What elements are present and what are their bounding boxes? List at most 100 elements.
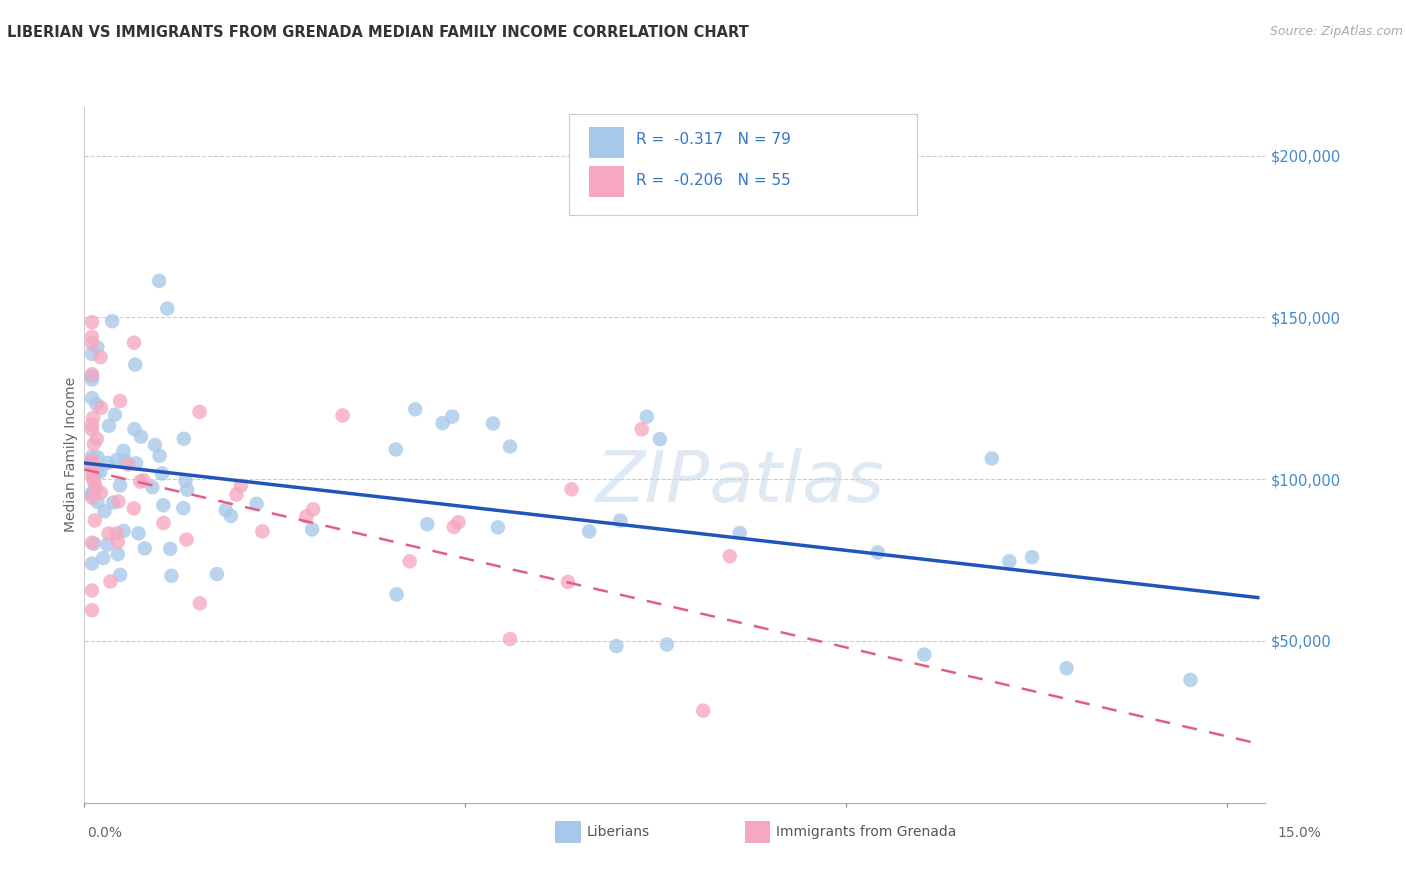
Point xyxy=(125,457,148,471)
Point xyxy=(83,513,105,527)
Point xyxy=(152,516,174,530)
Point xyxy=(630,422,652,436)
Point xyxy=(132,473,155,487)
Point xyxy=(97,526,120,541)
Point xyxy=(441,409,464,424)
Point xyxy=(82,472,104,486)
Point xyxy=(385,587,408,601)
Point xyxy=(655,638,678,652)
Point xyxy=(302,502,325,516)
Point xyxy=(245,497,267,511)
Point xyxy=(225,487,247,501)
Point xyxy=(80,423,103,437)
Point xyxy=(188,596,211,610)
Point xyxy=(301,522,323,536)
Point xyxy=(80,347,103,361)
Point xyxy=(176,483,198,497)
Point xyxy=(636,409,658,424)
Point xyxy=(129,430,152,444)
Text: ZIPatlas: ZIPatlas xyxy=(595,449,884,517)
Text: 15.0%: 15.0% xyxy=(1278,826,1322,840)
Point xyxy=(80,372,103,386)
Point xyxy=(80,368,103,382)
Point xyxy=(90,485,112,500)
Point xyxy=(108,478,131,492)
Point xyxy=(80,488,103,502)
Point xyxy=(82,484,104,499)
Text: R =  -0.206   N = 55: R = -0.206 N = 55 xyxy=(636,172,790,187)
Point xyxy=(100,574,122,589)
Point xyxy=(80,486,103,500)
Text: R =  -0.317   N = 79: R = -0.317 N = 79 xyxy=(636,132,790,147)
Point xyxy=(104,408,127,422)
Point xyxy=(443,520,465,534)
Point xyxy=(101,495,124,509)
Point xyxy=(80,336,103,351)
Point xyxy=(384,442,406,457)
Point xyxy=(143,438,166,452)
Point xyxy=(482,417,505,431)
Point xyxy=(83,537,105,551)
Text: 0.0%: 0.0% xyxy=(87,826,122,840)
Point xyxy=(80,462,103,476)
Point xyxy=(82,410,104,425)
Point xyxy=(80,535,103,549)
Point xyxy=(150,467,173,481)
Point xyxy=(80,557,103,571)
Point xyxy=(447,515,470,529)
Point xyxy=(141,480,163,494)
Point xyxy=(866,545,889,559)
Point xyxy=(578,524,600,539)
Point xyxy=(101,314,124,328)
Point xyxy=(124,358,146,372)
Point xyxy=(398,554,420,568)
Point xyxy=(80,368,103,383)
Point xyxy=(86,432,108,446)
Point xyxy=(124,422,146,436)
Point xyxy=(80,330,103,344)
Point xyxy=(82,467,104,482)
FancyBboxPatch shape xyxy=(589,166,624,197)
Point xyxy=(90,401,112,415)
Point xyxy=(80,391,103,405)
Point xyxy=(1056,661,1078,675)
Point xyxy=(80,491,103,505)
Point xyxy=(486,520,509,534)
Point xyxy=(149,449,172,463)
Point xyxy=(86,340,108,354)
Point xyxy=(404,402,426,417)
Point xyxy=(134,541,156,556)
Text: Liberians: Liberians xyxy=(586,825,650,839)
Point xyxy=(561,483,583,497)
Point xyxy=(648,432,671,446)
Text: LIBERIAN VS IMMIGRANTS FROM GRENADA MEDIAN FAMILY INCOME CORRELATION CHART: LIBERIAN VS IMMIGRANTS FROM GRENADA MEDI… xyxy=(7,25,749,40)
Point xyxy=(332,409,354,423)
Y-axis label: Median Family Income: Median Family Income xyxy=(65,377,79,533)
Point xyxy=(114,453,136,467)
Point xyxy=(160,569,183,583)
Point xyxy=(557,574,579,589)
Point xyxy=(105,526,128,541)
Point xyxy=(172,501,194,516)
Point xyxy=(82,450,104,464)
Point xyxy=(188,405,211,419)
Point xyxy=(83,475,105,490)
Point xyxy=(219,508,242,523)
Point xyxy=(107,547,129,561)
Point xyxy=(174,474,197,488)
Point xyxy=(122,501,145,516)
Point xyxy=(692,704,714,718)
Point xyxy=(499,440,522,454)
Point xyxy=(96,537,118,551)
Point xyxy=(912,648,935,662)
Point xyxy=(91,551,114,566)
Point xyxy=(83,437,105,451)
Point xyxy=(980,451,1002,466)
Point xyxy=(108,567,131,582)
Point xyxy=(107,494,129,508)
FancyBboxPatch shape xyxy=(568,114,917,215)
Point xyxy=(128,526,150,541)
Point xyxy=(1021,550,1043,565)
Point xyxy=(117,458,139,472)
Point xyxy=(86,495,108,509)
